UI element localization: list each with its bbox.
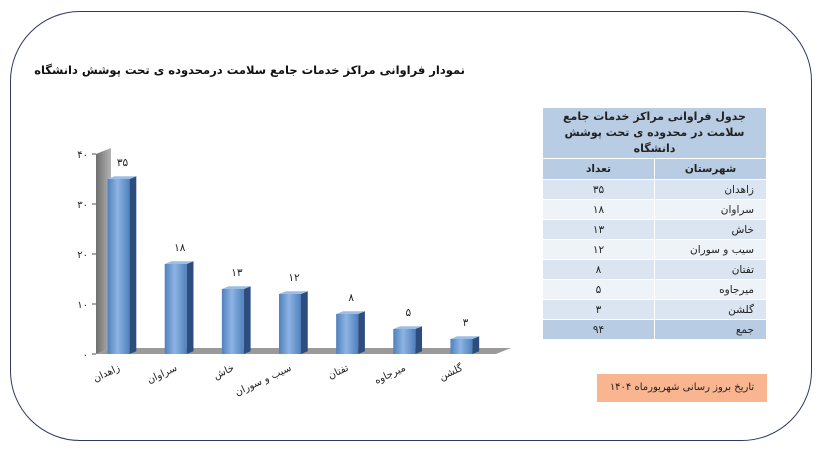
bar xyxy=(164,264,187,354)
bar-top xyxy=(107,176,137,179)
category-label: سیب و سوران xyxy=(233,363,293,399)
table-title: جدول فراوانی مراکز خدمات جامع سلامت در م… xyxy=(542,107,767,159)
bar xyxy=(107,179,130,354)
bar-side xyxy=(472,336,480,354)
table-cell-city: تفتان xyxy=(654,259,767,280)
table-cell-count: ۱۲ xyxy=(542,239,655,260)
table-cell-count: ۳۵ xyxy=(542,179,655,200)
table-row: گلشن ۳ xyxy=(542,299,767,320)
table-total-row: جمع ۹۴ xyxy=(542,319,767,340)
data-label: ۵ xyxy=(405,307,411,319)
data-label: ۸ xyxy=(348,292,354,304)
y-tick-label: ۳۰ xyxy=(77,200,88,211)
data-label: ۱۸ xyxy=(174,242,186,254)
category-label: زاهدان xyxy=(92,363,122,385)
bar-top xyxy=(336,311,365,314)
y-tick-label: ۱۰ xyxy=(77,300,88,311)
table-cell-count: ۸ xyxy=(542,259,655,280)
bar xyxy=(336,314,359,354)
bar-side xyxy=(415,326,423,354)
category-label: خاش xyxy=(212,363,236,382)
data-label: ۳۵ xyxy=(117,157,129,169)
bar xyxy=(221,289,244,354)
bar-side xyxy=(358,311,365,354)
category-label: سراوان xyxy=(146,363,179,386)
data-label: ۱۲ xyxy=(288,272,300,284)
category-label: میرجاوه xyxy=(373,363,408,387)
frequency-table: جدول فراوانی مراکز خدمات جامع سلامت در م… xyxy=(542,107,767,340)
table-cell-city: خاش xyxy=(654,219,767,240)
bar-top xyxy=(450,336,480,339)
table-header-count: تعداد xyxy=(542,158,655,180)
table-cell-city: سراوان xyxy=(654,199,767,220)
table-total-label: جمع xyxy=(654,319,767,340)
data-label: ۳ xyxy=(463,317,469,329)
table-cell-count: ۱۸ xyxy=(542,199,655,220)
table-cell-city: گلشن xyxy=(654,299,767,320)
table-row: خاش ۱۳ xyxy=(542,219,767,240)
chart-title: نمودار فراوانی مراکز خدمات جامع سلامت در… xyxy=(34,63,465,77)
table-row: سیب و سوران ۱۲ xyxy=(542,239,767,260)
table-cell-city: زاهدان xyxy=(654,179,767,200)
bar-top xyxy=(221,286,251,289)
bar-side xyxy=(186,261,194,354)
table-row: زاهدان ۳۵ xyxy=(542,179,767,200)
table-cell-city: میرجاوه xyxy=(654,279,767,300)
bar-side xyxy=(129,176,137,354)
bar xyxy=(393,329,416,354)
bar-top xyxy=(393,326,423,329)
data-label: ۱۳ xyxy=(231,267,243,279)
table-row: میرجاوه ۵ xyxy=(542,279,767,300)
chart-wall xyxy=(96,148,111,354)
bar xyxy=(450,339,473,354)
table-cell-city: سیب و سوران xyxy=(654,239,767,260)
bar-top xyxy=(164,261,194,264)
y-tick-label: ۲۰ xyxy=(77,250,88,261)
table-header-city: شهرستان xyxy=(654,158,767,180)
update-date-note: تاریخ بروز رسانی شهریورماه ۱۴۰۴ xyxy=(597,374,767,402)
category-label: گلشن xyxy=(437,362,465,383)
category-label: تفتان xyxy=(327,363,351,382)
bar xyxy=(279,294,301,354)
bar-side xyxy=(243,286,251,354)
bar-top xyxy=(279,291,308,294)
table-row: تفتان ۸ xyxy=(542,259,767,280)
y-tick-label: ۴۰ xyxy=(77,150,88,161)
table-cell-count: ۵ xyxy=(542,279,655,300)
y-tick-label: ۰ xyxy=(83,350,88,361)
table-total-count: ۹۴ xyxy=(542,319,655,340)
bar-side xyxy=(301,291,308,354)
table-cell-count: ۳ xyxy=(542,299,655,320)
table-row: سراوان ۱۸ xyxy=(542,199,767,220)
table-cell-count: ۱۳ xyxy=(542,219,655,240)
